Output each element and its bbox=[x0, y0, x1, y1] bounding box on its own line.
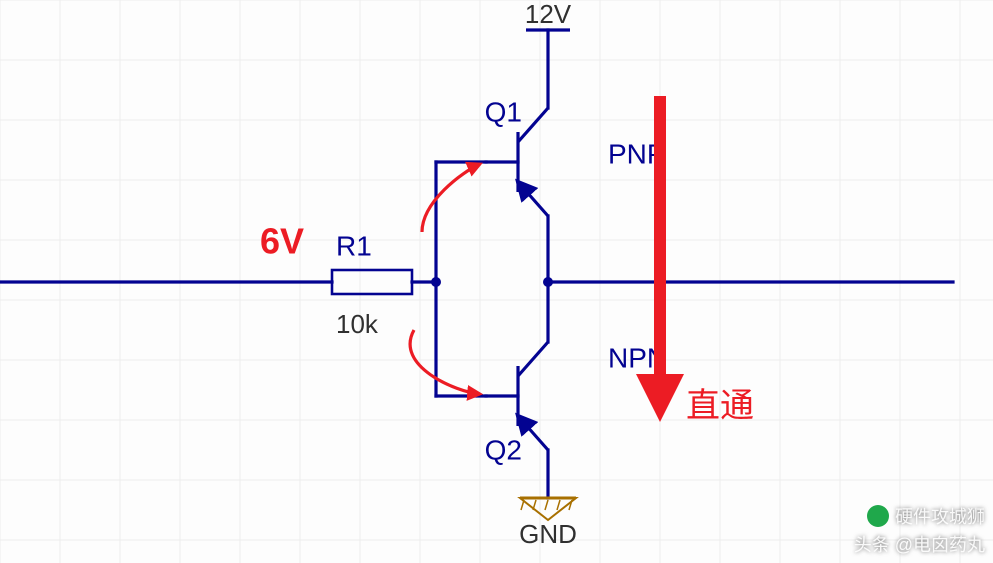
wechat-icon bbox=[867, 505, 889, 527]
schematic-svg: 12VGNDR110kQ1Q2PNPNPN6V直通 bbox=[0, 0, 993, 563]
svg-text:6V: 6V bbox=[260, 221, 304, 262]
svg-text:Q1: Q1 bbox=[485, 96, 522, 127]
svg-text:直通: 直通 bbox=[686, 387, 754, 425]
circuit-diagram: 12VGNDR110kQ1Q2PNPNPN6V直通 硬件攻城狮 头条 @电囟药丸 bbox=[0, 0, 993, 563]
svg-text:12V: 12V bbox=[525, 0, 572, 29]
svg-text:Q2: Q2 bbox=[485, 434, 522, 465]
svg-text:10k: 10k bbox=[336, 309, 379, 339]
svg-text:GND: GND bbox=[519, 519, 577, 549]
watermark-line1: 硬件攻城狮 bbox=[895, 503, 985, 529]
watermark: 硬件攻城狮 头条 @电囟药丸 bbox=[854, 503, 985, 557]
watermark-line2: 头条 @电囟药丸 bbox=[854, 531, 985, 557]
svg-text:R1: R1 bbox=[336, 230, 372, 261]
